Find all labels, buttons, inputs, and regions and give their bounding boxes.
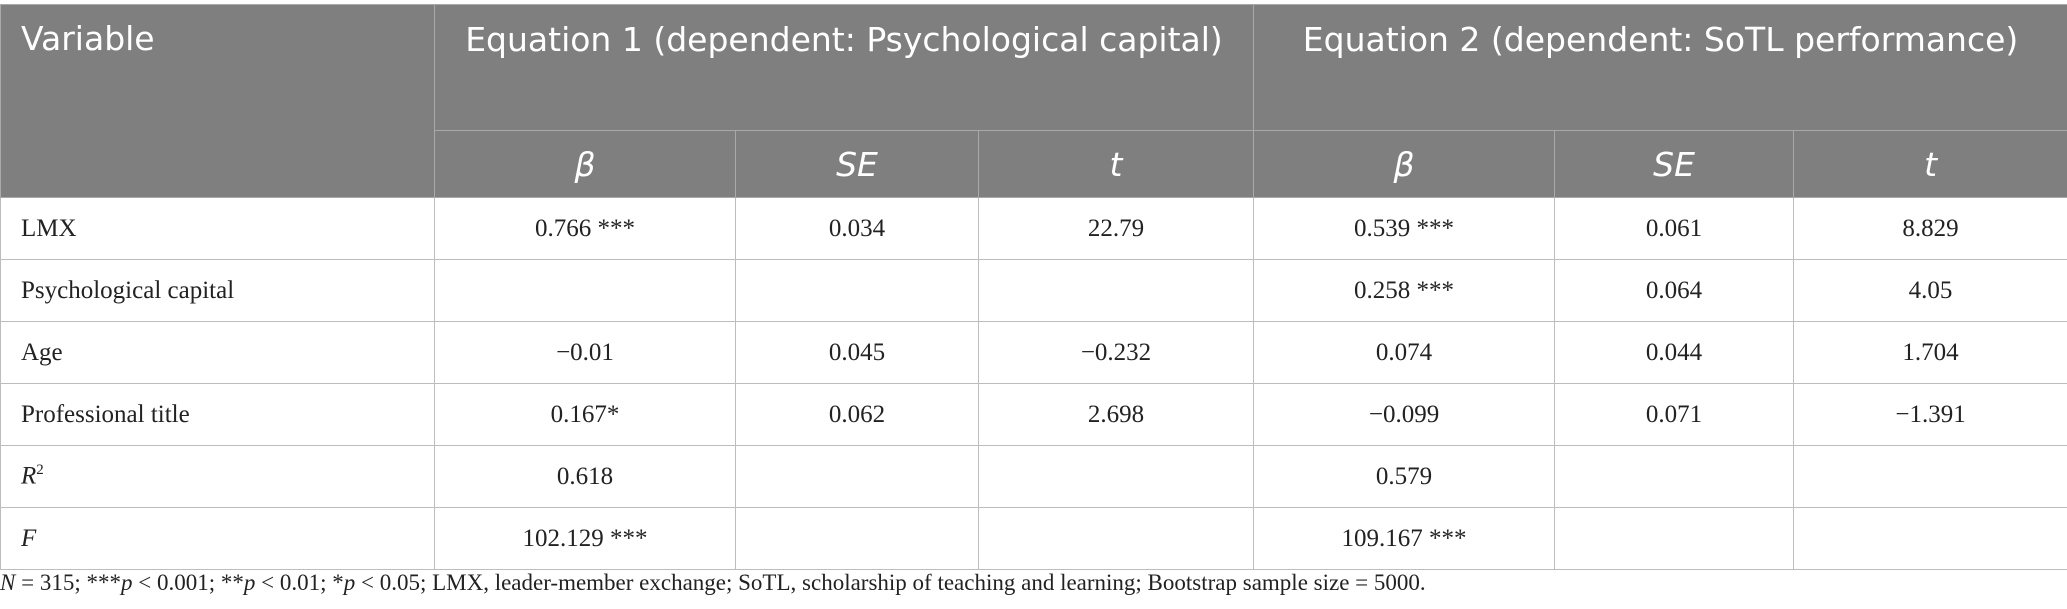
table-body: LMX 0.766 *** 0.034 22.79 0.539 *** 0.061 8.82… bbox=[0, 197, 2067, 570]
table-cell: 0.071 bbox=[1554, 383, 1795, 446]
table-row: R2 0.618 0.579 bbox=[0, 445, 2067, 508]
table-cell: 0.258 *** bbox=[1253, 259, 1556, 322]
label-superscript: 2 bbox=[36, 462, 44, 479]
table-cell bbox=[1793, 507, 2067, 570]
table-cell: −0.232 bbox=[977, 321, 1255, 384]
table-cell bbox=[1554, 445, 1795, 508]
note-text: p bbox=[243, 570, 256, 595]
note-text: p bbox=[120, 570, 133, 595]
table-cell: 8.829 bbox=[1793, 197, 2067, 260]
group-header: Equation 1 (dependent: Psychological cap… bbox=[433, 4, 1255, 131]
table-cell bbox=[977, 507, 1255, 570]
table-header: Variable Equation 1 (dependent: Psycholo… bbox=[0, 4, 2067, 198]
label-text: F bbox=[21, 524, 37, 552]
column-header: SE bbox=[735, 130, 979, 198]
row-label: Psychological capital bbox=[0, 259, 435, 322]
table-cell: −0.099 bbox=[1253, 383, 1556, 446]
column-header: SE bbox=[1554, 130, 1795, 198]
table-cell bbox=[735, 445, 979, 508]
table-cell: 109.167 *** bbox=[1253, 507, 1556, 570]
table-row: Psychological capital 0.258 *** 0.064 4.05 bbox=[0, 259, 2067, 322]
column-header: β bbox=[434, 130, 736, 198]
group-header: Equation 2 (dependent: SoTL performance) bbox=[1253, 4, 2067, 131]
table-cell: 0.167* bbox=[434, 383, 736, 446]
table-cell: 2.698 bbox=[977, 383, 1255, 446]
row-label: Age bbox=[0, 321, 435, 384]
row-label: F bbox=[0, 507, 435, 570]
note-text: = 315; *** bbox=[15, 570, 121, 595]
table-cell bbox=[735, 259, 979, 322]
table-row: Professional title 0.167* 0.062 2.698 −0.099… bbox=[0, 383, 2067, 446]
row-label: LMX bbox=[0, 197, 435, 260]
column-header: t bbox=[1793, 130, 2067, 198]
table-cell: 0.579 bbox=[1253, 445, 1556, 508]
table-cell bbox=[1554, 507, 1795, 570]
table-cell: 0.034 bbox=[735, 197, 979, 260]
table-cell: 4.05 bbox=[1793, 259, 2067, 322]
table-row: LMX 0.766 *** 0.034 22.79 0.539 *** 0.061 8.82… bbox=[0, 197, 2067, 260]
table-cell: 0.766 *** bbox=[434, 197, 736, 260]
table-row: F 102.129 *** 109.167 *** bbox=[0, 507, 2067, 570]
header-cell: Variable bbox=[0, 4, 435, 198]
note-text: < 0.001; ** bbox=[132, 570, 244, 595]
row-label: Professional title bbox=[0, 383, 435, 446]
note-text: < 0.01; * bbox=[255, 570, 344, 595]
table-cell: −1.391 bbox=[1793, 383, 2067, 446]
table-cell bbox=[735, 507, 979, 570]
table-cell: 0.044 bbox=[1554, 321, 1795, 384]
table-cell: 102.129 *** bbox=[434, 507, 736, 570]
row-label: R2 bbox=[0, 445, 435, 508]
table-row: Age −0.01 0.045 −0.232 0.074 0.044 1.704 bbox=[0, 321, 2067, 384]
table-cell bbox=[977, 259, 1255, 322]
table-cell bbox=[1793, 445, 2067, 508]
table-cell: 0.074 bbox=[1253, 321, 1556, 384]
table-cell: 0.061 bbox=[1554, 197, 1795, 260]
table-cell: 0.539 *** bbox=[1253, 197, 1556, 260]
table-cell bbox=[434, 259, 736, 322]
table-note: N = 315; ***p < 0.001; **p < 0.01; *p < … bbox=[0, 570, 1426, 596]
note-text: < 0.05; LMX, leader-member exchange; SoT… bbox=[355, 570, 1426, 595]
note-text: p bbox=[343, 570, 356, 595]
note-text: N bbox=[0, 570, 16, 595]
table-cell: 22.79 bbox=[977, 197, 1255, 260]
column-header: t bbox=[977, 130, 1255, 198]
table-cell: 0.062 bbox=[735, 383, 979, 446]
table-cell: 0.618 bbox=[434, 445, 736, 508]
table-cell bbox=[977, 445, 1255, 508]
label-text: R bbox=[21, 462, 37, 490]
table-cell: 0.045 bbox=[735, 321, 979, 384]
table-cell: −0.01 bbox=[434, 321, 736, 384]
table-cell: 0.064 bbox=[1554, 259, 1795, 322]
table-cell: 1.704 bbox=[1793, 321, 2067, 384]
column-header: β bbox=[1253, 130, 1556, 198]
regression-table: Variable Equation 1 (dependent: Psycholo… bbox=[0, 4, 2067, 570]
